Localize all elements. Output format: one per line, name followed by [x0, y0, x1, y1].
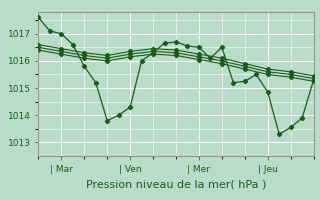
X-axis label: Pression niveau de la mer( hPa ): Pression niveau de la mer( hPa ) [86, 180, 266, 190]
